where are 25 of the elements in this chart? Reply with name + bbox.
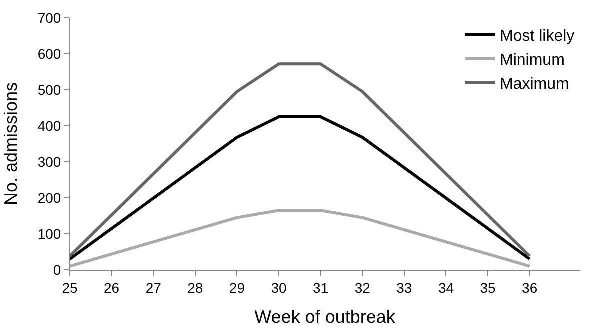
y-tick-label: 600 (38, 46, 62, 62)
y-tick-label: 100 (38, 226, 62, 242)
x-tick-label: 29 (229, 280, 246, 296)
y-tick-label: 500 (38, 82, 62, 98)
y-axis-title: No. admissions (1, 82, 22, 206)
x-tick-label: 32 (354, 280, 371, 296)
x-tick-label: 28 (188, 280, 204, 296)
y-tick-label: 200 (38, 190, 62, 206)
x-tick-label: 34 (438, 280, 454, 296)
x-tick-label: 36 (522, 280, 538, 296)
legend-label: Minimum (500, 52, 565, 69)
x-tick-label: 27 (146, 280, 162, 296)
y-tick-label: 0 (53, 262, 62, 278)
x-tick-label: 33 (396, 280, 412, 296)
y-tick-label: 700 (38, 10, 62, 26)
x-tick-label: 35 (480, 280, 496, 296)
y-tick-label: 400 (38, 118, 62, 134)
x-axis-title: Week of outbreak (254, 306, 396, 327)
x-tick-label: 31 (313, 280, 329, 296)
y-tick-label: 300 (38, 154, 62, 170)
legend-label: Maximum (500, 76, 570, 93)
x-tick-label: 30 (271, 280, 288, 296)
x-tick-label: 26 (104, 280, 120, 296)
x-tick-label: 25 (62, 280, 78, 296)
legend-label: Most likely (500, 28, 575, 46)
